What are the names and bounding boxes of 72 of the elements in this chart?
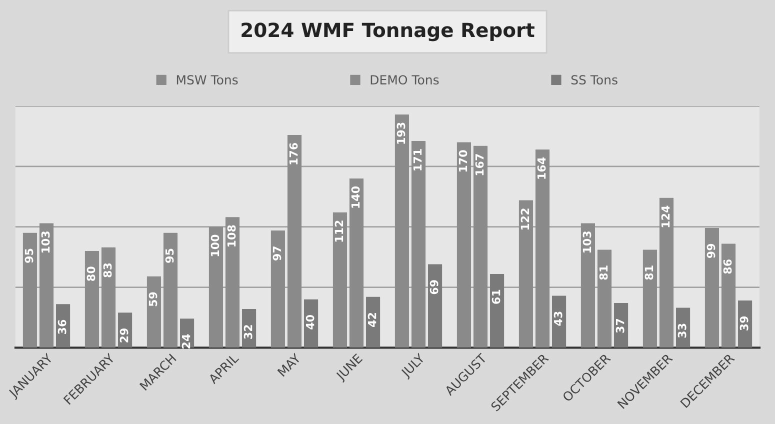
data-label: 81 [599,266,608,280]
bar [597,250,612,348]
bar [270,230,285,348]
bar [287,135,302,348]
data-label: 33 [678,324,686,338]
bar [456,142,471,348]
bar [704,228,719,348]
data-label: 171 [413,149,422,170]
bar [411,141,426,348]
legend-label: DEMO Tons [370,75,439,85]
bar [163,232,178,348]
bar [490,274,504,348]
bar [659,198,674,348]
legend-label: MSW Tons [176,75,238,85]
chart-title: 2024 WMF Tonnage Report [242,22,534,42]
data-label: 43 [554,312,562,326]
bar [552,296,566,348]
data-label: 108 [227,225,236,246]
data-label: 99 [706,244,716,258]
bar [394,114,409,348]
data-label: 69 [430,280,438,294]
bar [518,200,533,348]
legend-label: SS Tons [571,75,618,85]
bar [738,300,752,348]
bar [721,244,736,348]
data-label: 170 [458,150,468,172]
data-label: 59 [148,292,158,306]
data-label: 103 [582,231,592,253]
data-label: 24 [182,334,190,348]
bar [146,276,161,348]
bar [22,232,37,348]
bar [208,226,223,348]
data-label: 29 [120,328,128,342]
data-label: 124 [661,206,670,228]
data-label: 95 [165,248,174,263]
data-label: 36 [58,320,66,334]
data-label: 97 [272,246,282,260]
data-label: 176 [289,142,298,164]
data-label: 80 [86,266,96,281]
bar [225,217,240,348]
data-label: 164 [537,157,546,179]
data-label: 193 [396,122,406,144]
data-label: 37 [616,318,624,333]
bar [428,264,442,348]
bar [349,178,364,348]
bar [535,150,550,348]
data-label: 122 [520,208,530,230]
bar [614,302,628,348]
data-label: 86 [723,259,732,274]
bar [332,212,347,348]
data-label: 39 [740,316,748,330]
bar [56,304,70,348]
data-label: 61 [492,290,500,304]
bar [642,250,657,348]
bar [304,299,318,348]
bar [101,247,116,348]
data-label: 83 [103,263,112,278]
bar [39,223,54,348]
data-label: 40 [306,314,314,330]
bar [473,146,488,348]
data-label: 167 [475,154,484,176]
bar [580,223,595,348]
data-label: 100 [210,234,220,256]
data-label: 81 [644,266,654,280]
data-label: 95 [24,248,34,263]
bar [366,296,380,348]
data-label: 42 [368,312,376,327]
data-label: 112 [334,220,344,242]
data-label: 103 [41,231,50,253]
data-label: 32 [244,325,252,339]
data-label: 140 [351,186,360,208]
bar [84,251,99,348]
